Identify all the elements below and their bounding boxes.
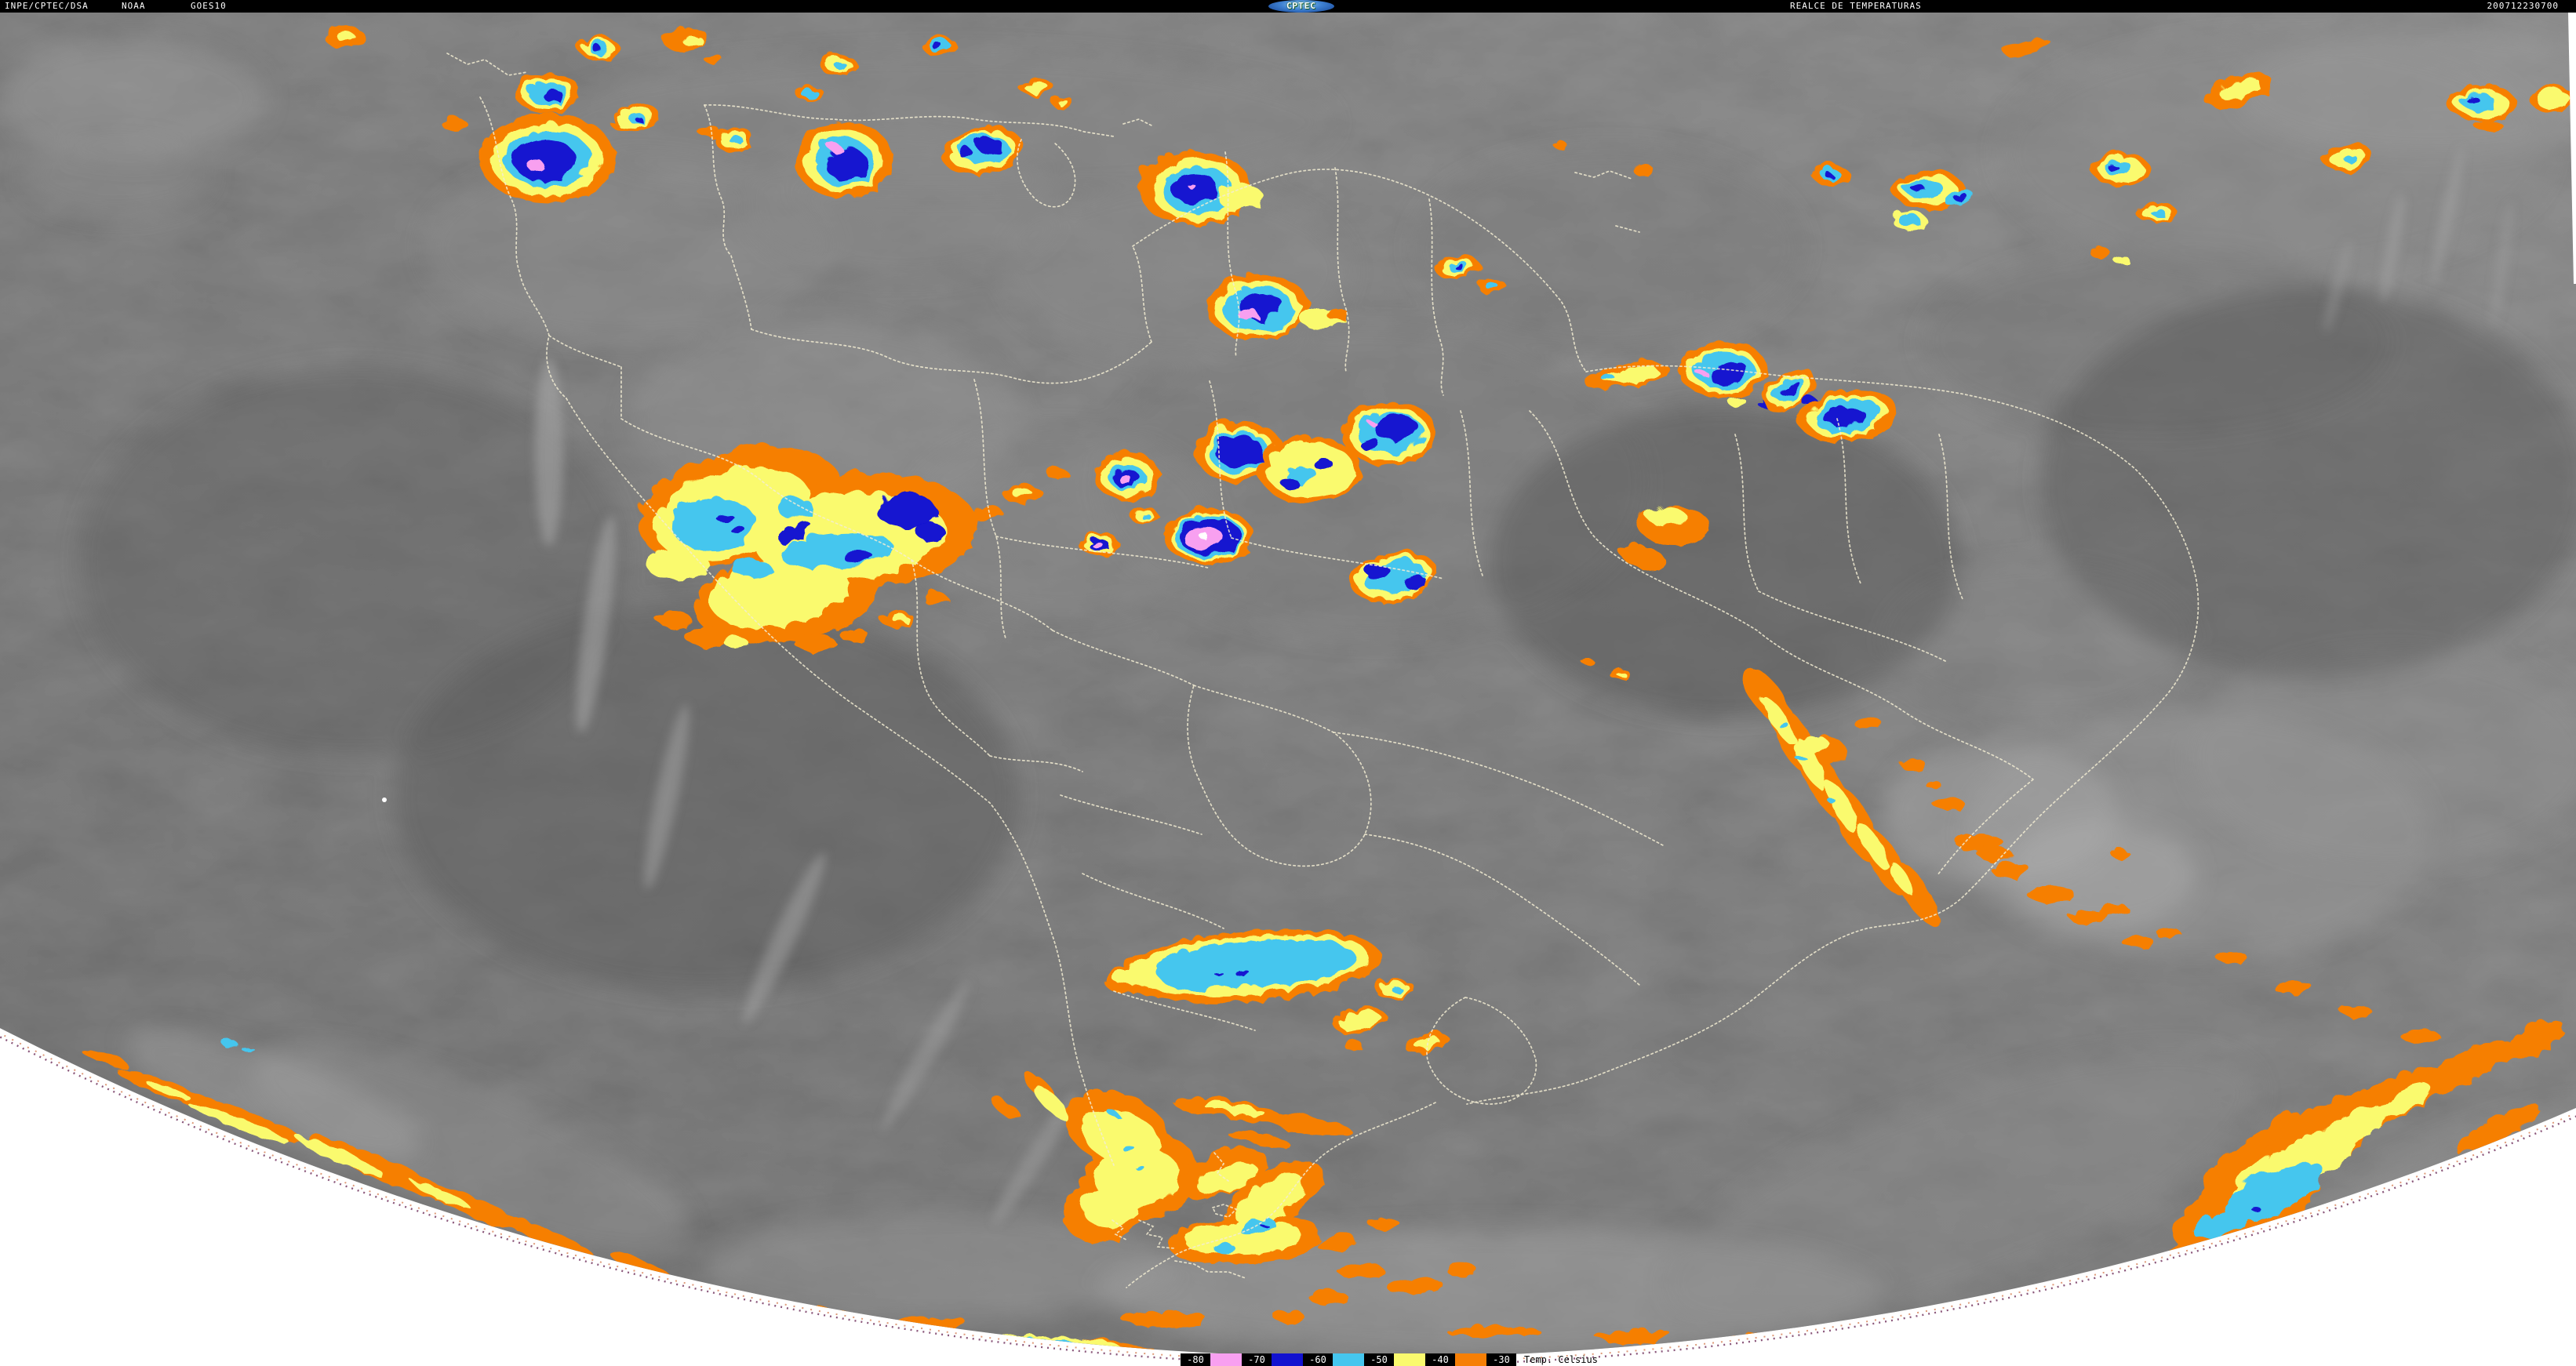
legend-label: -50 <box>1364 1353 1394 1366</box>
legend-swatch-cyan <box>1333 1353 1364 1366</box>
cptec-logo: CPTEC <box>1268 0 1334 13</box>
station-label: INPE/CPTEC/DSA <box>5 1 89 11</box>
cptec-logo-text: CPTEC <box>1286 1 1317 11</box>
agency-label: NOAA <box>122 1 146 11</box>
bright-pixel <box>382 797 387 802</box>
legend-swatch-blue <box>1272 1353 1303 1366</box>
legend-label: -70 <box>1242 1353 1272 1366</box>
legend-label: -30 <box>1486 1353 1516 1366</box>
product-title: REALCE DE TEMPERATURAS <box>1790 1 1922 11</box>
cloud-texture <box>0 28 2576 1353</box>
country-borders <box>446 53 2199 1288</box>
header-bar: INPE/CPTEC/DSA NOAA GOES10 CPTEC REALCE … <box>0 0 2576 13</box>
legend-swatch-orange <box>1455 1353 1486 1366</box>
legend-label: -40 <box>1425 1353 1455 1366</box>
legend-title: Temp. Celsius <box>1524 1354 1598 1365</box>
storm-cells <box>0 23 2573 1352</box>
scan-edge <box>2568 13 2576 284</box>
legend-swatch-pink <box>1210 1353 1242 1366</box>
legend-label: -80 <box>1181 1353 1210 1366</box>
satellite-image <box>0 13 2576 1366</box>
satellite-svg <box>0 13 2576 1366</box>
satellite-label: GOES10 <box>191 1 227 11</box>
cloud-streaks <box>535 147 2513 1225</box>
timestamp: 200712230700 <box>2487 1 2559 11</box>
earth-disc <box>0 13 2576 1357</box>
legend-swatch-yellow <box>1394 1353 1425 1366</box>
temperature-legend: -80 -70 -60 -50 -40 -30 Temp. Celsius <box>1181 1353 1598 1366</box>
legend-label: -60 <box>1303 1353 1333 1366</box>
